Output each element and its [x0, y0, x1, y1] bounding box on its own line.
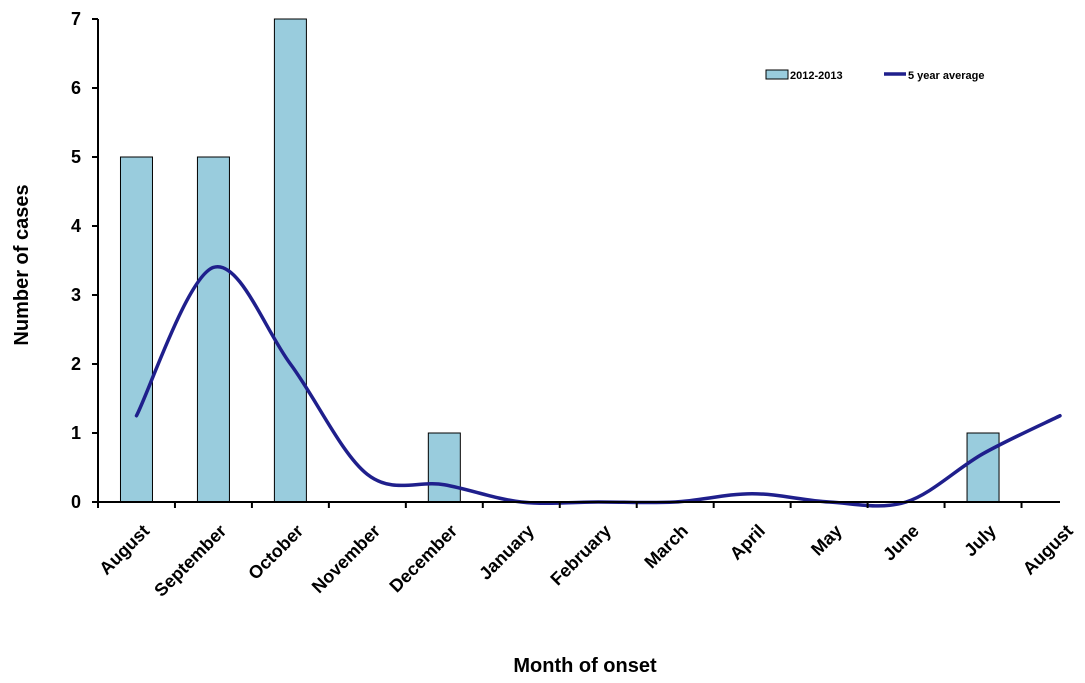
- legend-swatch-bar: [765, 69, 789, 80]
- y-tick-label: 1: [71, 423, 81, 443]
- legend-label-line: 5 year average: [908, 70, 984, 82]
- bar: [196, 156, 230, 503]
- x-axis-title: Month of onset: [513, 655, 657, 677]
- y-tick-label: 7: [71, 9, 81, 29]
- x-tick-label: April: [726, 521, 769, 564]
- x-tick-label: December: [385, 521, 461, 597]
- legend-label-bar: 2012-2013: [790, 70, 843, 82]
- x-tick-label: January: [475, 521, 538, 584]
- y-tick-label: 4: [71, 216, 81, 236]
- y-axis-title: Number of cases: [11, 184, 33, 345]
- x-tick-label: August: [1019, 521, 1077, 579]
- bar-group: [119, 18, 1000, 503]
- y-tick-label: 5: [71, 147, 81, 167]
- y-tick-label: 0: [71, 492, 81, 512]
- x-tick-label: May: [807, 521, 846, 560]
- x-tick-label: July: [960, 521, 1000, 561]
- y-tick-label: 6: [71, 78, 81, 98]
- y-tick-label: 3: [71, 285, 81, 305]
- bar: [427, 432, 461, 503]
- x-tick-label: November: [308, 521, 384, 597]
- y-tick-label: 2: [71, 354, 81, 374]
- x-tick-label: June: [879, 521, 923, 565]
- y-ticks: 0 1 2 3 4 5 6 7: [71, 9, 98, 512]
- legend: 2012-2013 5 year average: [765, 69, 984, 82]
- x-tick-label: February: [546, 521, 615, 590]
- x-tick-label: October: [244, 521, 307, 584]
- x-tick-label: August: [95, 521, 153, 579]
- bar: [966, 432, 1000, 503]
- x-tick-label: September: [150, 521, 230, 601]
- bar: [273, 18, 307, 503]
- bar: [119, 156, 153, 503]
- x-tick-label: March: [640, 521, 692, 573]
- axes: [97, 19, 1060, 503]
